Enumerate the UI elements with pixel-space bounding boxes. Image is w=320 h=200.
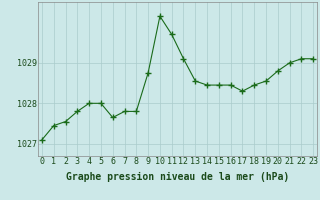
X-axis label: Graphe pression niveau de la mer (hPa): Graphe pression niveau de la mer (hPa) <box>66 172 289 182</box>
